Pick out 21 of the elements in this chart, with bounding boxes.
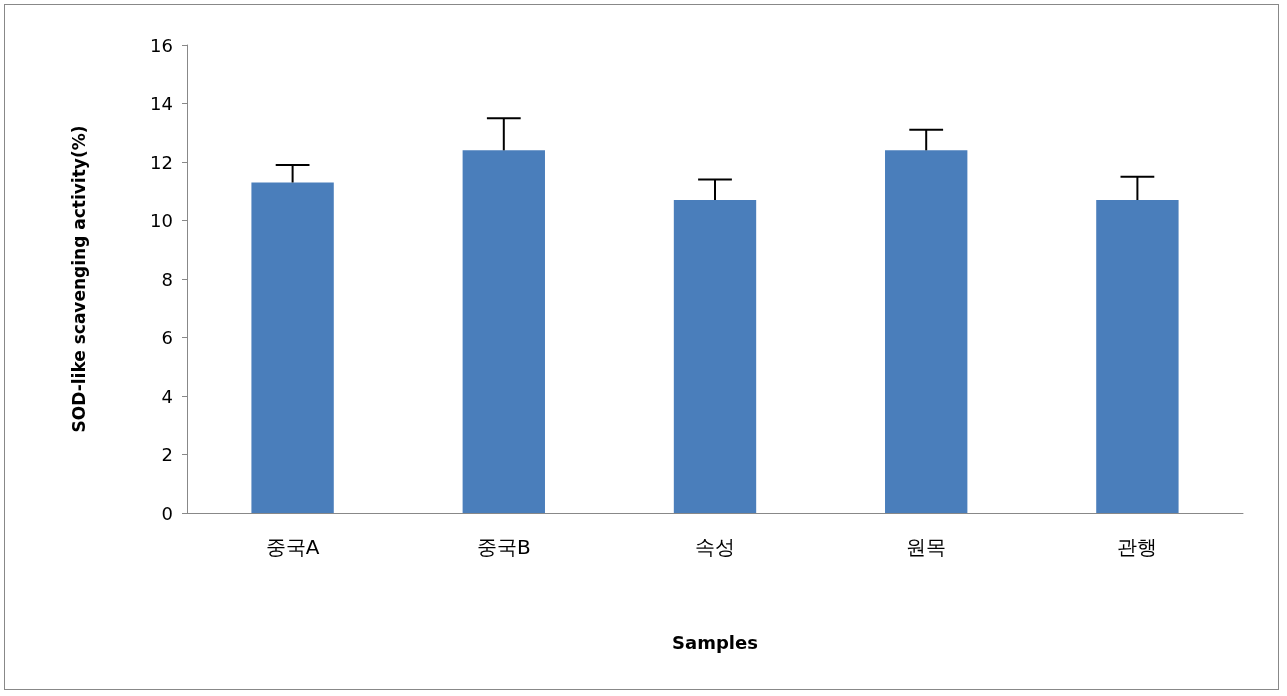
bar [462, 150, 545, 513]
x-tick-label: 관행 [1117, 535, 1158, 559]
y-axis-title: SOD-like scavenging activity(%) [68, 125, 89, 433]
x-tick-label: 중국B [476, 535, 531, 559]
bar [885, 150, 968, 513]
bar [673, 200, 757, 513]
x-axis-title: Samples [672, 631, 758, 653]
y-tick-label: 10 [150, 210, 173, 231]
y-tick-label: 16 [150, 34, 173, 56]
y-tick-label: 8 [161, 268, 173, 290]
x-tick-label: 원목 [906, 535, 947, 559]
y-tick-label: 0 [161, 502, 173, 524]
bar [1096, 200, 1179, 513]
bar [251, 182, 334, 513]
x-tick-label: 속성 [695, 535, 735, 559]
y-tick-label: 2 [161, 444, 173, 465]
y-tick-label: 14 [150, 93, 173, 114]
y-tick-label: 6 [161, 327, 173, 348]
x-tick-label: 중국A [265, 535, 320, 559]
y-tick-label: 12 [150, 151, 173, 173]
y-tick-label: 4 [161, 385, 173, 407]
